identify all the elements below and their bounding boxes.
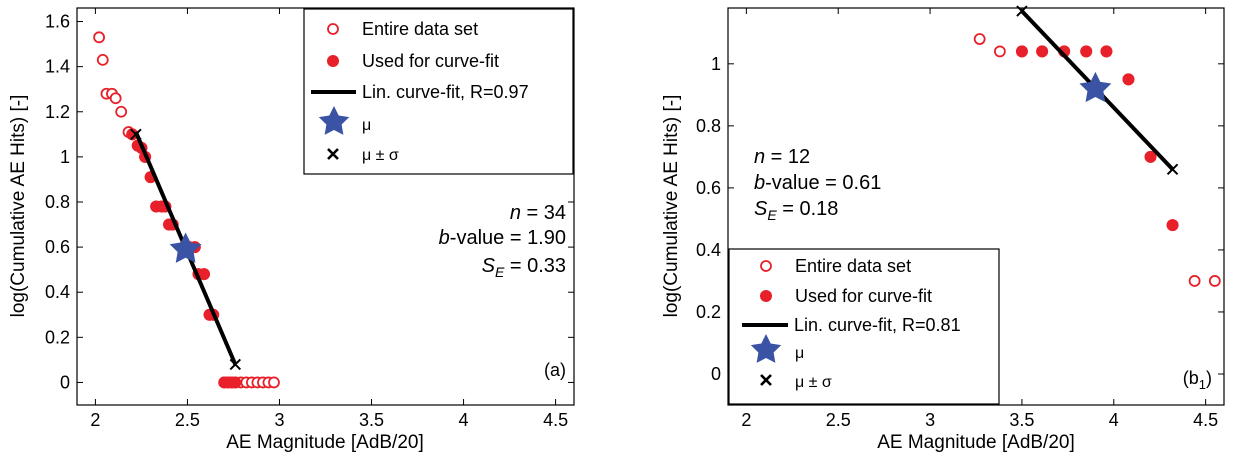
mu-pm-sigma-marker [130,128,142,141]
entire-data-point [109,92,122,105]
entire-data-point [973,33,986,45]
fit-data-point [126,128,139,141]
fit-data-point [198,268,211,281]
legend-label-fit-points: Used for curve-fit [362,51,499,71]
legend-cross-marker [760,374,772,386]
legend-label-mu-pm-sigma: μ ± σ [362,147,399,164]
fit-data-point [1100,45,1113,58]
fit-data-point [1080,45,1093,58]
mu-pm-sigma-marker [1166,163,1179,175]
entire-data-point [115,105,128,118]
legend-filled-circle-marker [327,55,339,67]
y-tick-label: 1 [711,54,721,74]
panel-a: 2 2.5 3 3.5 4 4.5 0 0.2 0.4 0.6 0.8 1 1.2 1.4 1.6 log(… [8,7,575,453]
fit-data-point [1166,219,1179,232]
x-tick-label: 2.5 [175,410,200,430]
panel-label: (a) [544,360,566,380]
y-tick-label: 1.6 [45,12,70,32]
y-tick-label: 0.2 [696,302,721,322]
legend-label-entire: Entire data set [362,19,478,39]
x-tick-label: 2 [741,410,751,430]
x-tick-label: 3.5 [359,410,384,430]
mu-marker [169,232,202,263]
y-tick-label: 0.2 [45,327,70,347]
x-tick-label: 4.5 [1193,410,1218,430]
legend-label-mu: μ [362,117,371,134]
mu-pm-sigma-marker [1016,5,1028,17]
y-tick-label: 1.4 [45,57,70,77]
fit-data-point [1122,73,1135,86]
y-tick-label: 1.2 [45,102,70,122]
stats-standard-error: SE = 0.33 [482,255,566,280]
y-tick-label: 0.4 [696,240,721,260]
legend-open-circle-marker [327,23,339,35]
legend-star-marker [318,106,350,135]
fit-data-point [1036,45,1049,58]
y-axis-label: log(Cumulative AE Hits) [-] [8,95,29,318]
axis-ticks: 2 2.5 3 3.5 4 4.5 0 0.2 0.4 0.6 0.8 1 1.2 1.4 1.6 [45,8,574,430]
x-tick-label: 3 [274,410,284,430]
entire-data-point [1188,275,1201,287]
y-tick-label: 0.6 [696,178,721,198]
x-axis-label: AE Magnitude [AdB/20] [226,432,424,453]
x-axis-label: AE Magnitude [AdB/20] [877,432,1075,453]
stats-b-value: b-value = 1.90 [439,227,566,249]
y-tick-label: 0.8 [45,192,70,212]
x-tick-label: 4 [1109,410,1119,430]
x-tick-label: 4.5 [543,410,568,430]
x-tick-label: 4 [459,410,469,430]
x-tick-label: 2 [90,410,100,430]
legend-star-marker [750,334,782,363]
x-tick-label: 2.5 [826,410,851,430]
fit-data-point [1144,150,1157,163]
mu-marker [1079,71,1112,103]
fit-data-point [1015,45,1028,58]
legend-label-fit-line: Lin. curve-fit, R=0.97 [362,82,529,102]
y-tick-label: 0.6 [45,237,70,257]
panel-label: (b1) [1183,368,1212,392]
fit-data-point [229,376,242,389]
data-marks [93,31,280,389]
legend-label-fit-points: Used for curve-fit [795,286,932,306]
entire-data-point [268,376,280,389]
stats-n: n = 34 [510,202,566,224]
stats-annotation: n = 34 b-value = 1.90 SE = 0.33 [439,202,566,280]
data-marks [973,5,1221,287]
x-tick-label: 3.5 [1009,410,1034,430]
stats-annotation: n = 12 b-value = 0.61 SE = 0.18 [754,146,881,223]
panel-b: 2 2.5 3 3.5 4 4.5 0 0.2 0.4 0.6 0.8 1 log(Cumulativ… [661,5,1225,453]
entire-data-point [96,53,109,66]
mu-pm-sigma-marker [229,358,242,371]
legend-cross-marker [327,148,339,160]
legend-label-entire: Entire data set [795,256,911,276]
stats-n: n = 12 [754,146,810,168]
legend-label-mu-pm-sigma: μ ± σ [795,374,832,391]
y-tick-label: 0.4 [45,282,70,302]
stats-b-value: b-value = 0.61 [754,172,881,194]
stats-standard-error: SE = 0.18 [754,198,838,223]
y-tick-label: 0 [60,372,70,392]
legend-label-mu: μ [795,345,804,362]
entire-data-point [993,45,1006,58]
legend-filled-circle-marker [760,290,772,302]
legend: Entire data set Used for curve-fit Lin. … [303,8,574,175]
y-tick-label: 0.8 [696,116,721,136]
legend: Entire data set Used for curve-fit Lin. … [728,248,1000,405]
y-axis-label: log(Cumulative AE Hits) [-] [661,95,682,318]
legend-label-fit-line: Lin. curve-fit, R=0.81 [794,315,961,335]
y-tick-label: 0 [711,364,721,384]
entire-data-point [1208,275,1221,287]
x-tick-label: 3 [925,410,935,430]
entire-data-point [93,31,105,44]
legend-open-circle-marker [760,260,772,272]
y-tick-label: 1 [60,147,70,167]
